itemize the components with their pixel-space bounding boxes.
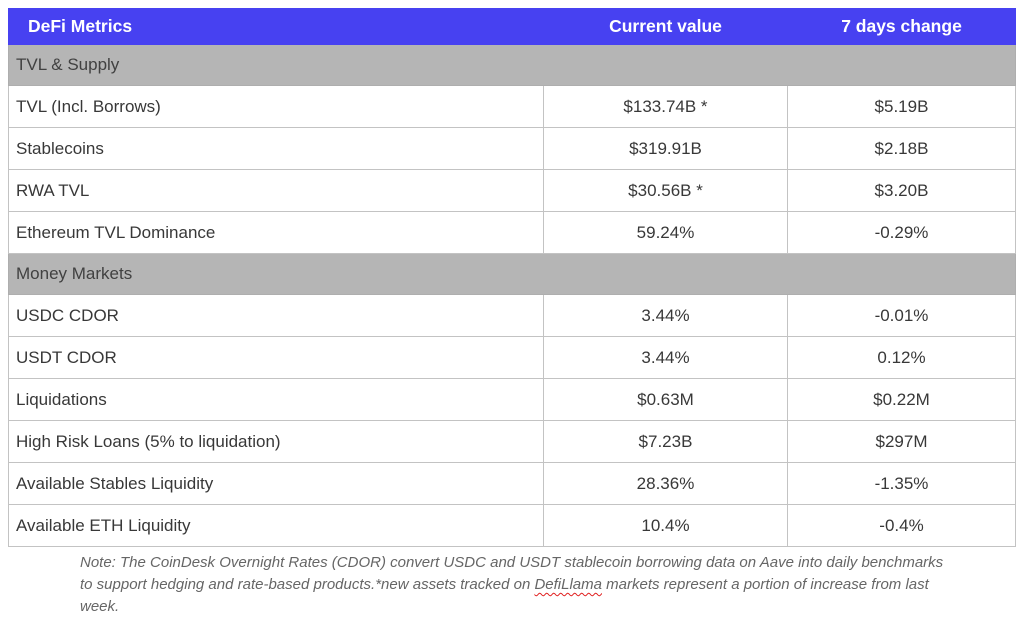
current-value-cell: 3.44%	[543, 294, 788, 337]
metric-label: Available ETH Liquidity	[8, 504, 544, 547]
current-value-cell: 28.36%	[543, 462, 788, 505]
current-value-cell: $30.56B *	[543, 169, 788, 212]
table-row: Liquidations $0.63M $0.22M	[8, 378, 1016, 421]
change-7d-cell: $3.20B	[787, 169, 1016, 212]
footnote-flagged-word: DefiLlama	[534, 576, 602, 593]
current-value-cell: 10.4%	[543, 504, 788, 547]
table-row: Ethereum TVL Dominance 59.24% -0.29%	[8, 211, 1016, 254]
table-row: USDT CDOR 3.44% 0.12%	[8, 336, 1016, 379]
table-header-row: DeFi Metrics Current value 7 days change	[8, 8, 1016, 45]
section-title: Money Markets	[8, 253, 1016, 295]
metric-label: USDC CDOR	[8, 294, 544, 337]
change-7d-cell: -1.35%	[787, 462, 1016, 505]
section-row-money-markets: Money Markets	[8, 253, 1016, 295]
change-7d-cell: $0.22M	[787, 378, 1016, 421]
column-header-current-value: Current value	[543, 8, 788, 45]
metric-label: USDT CDOR	[8, 336, 544, 379]
current-value-cell: $133.74B *	[543, 85, 788, 128]
current-value-cell: 59.24%	[543, 211, 788, 254]
metric-label: Ethereum TVL Dominance	[8, 211, 544, 254]
current-value-cell: $0.63M	[543, 378, 788, 421]
metric-label: RWA TVL	[8, 169, 544, 212]
metric-label: Liquidations	[8, 378, 544, 421]
metric-label: TVL (Incl. Borrows)	[8, 85, 544, 128]
current-value-cell: 3.44%	[543, 336, 788, 379]
change-7d-cell: -0.4%	[787, 504, 1016, 547]
column-header-metric: DeFi Metrics	[8, 8, 544, 45]
table-row: TVL (Incl. Borrows) $133.74B * $5.19B	[8, 85, 1016, 128]
change-7d-cell: 0.12%	[787, 336, 1016, 379]
current-value-cell: $7.23B	[543, 420, 788, 463]
change-7d-cell: -0.01%	[787, 294, 1016, 337]
table-row: USDC CDOR 3.44% -0.01%	[8, 294, 1016, 337]
metric-label: High Risk Loans (5% to liquidation)	[8, 420, 544, 463]
change-7d-cell: $297M	[787, 420, 1016, 463]
footnote: Note: The CoinDesk Overnight Rates (CDOR…	[80, 552, 944, 618]
change-7d-cell: -0.29%	[787, 211, 1016, 254]
current-value-cell: $319.91B	[543, 127, 788, 170]
metric-label: Stablecoins	[8, 127, 544, 170]
section-title: TVL & Supply	[8, 44, 1016, 86]
defi-metrics-table: DeFi Metrics Current value 7 days change…	[8, 8, 1016, 547]
metric-label: Available Stables Liquidity	[8, 462, 544, 505]
change-7d-cell: $2.18B	[787, 127, 1016, 170]
section-row-tvl-supply: TVL & Supply	[8, 44, 1016, 86]
change-7d-cell: $5.19B	[787, 85, 1016, 128]
footnote-text-after: markets represent a portion of increase …	[80, 576, 929, 615]
column-header-7-days-change: 7 days change	[787, 8, 1016, 45]
table-row: RWA TVL $30.56B * $3.20B	[8, 169, 1016, 212]
table-row: Available ETH Liquidity 10.4% -0.4%	[8, 504, 1016, 547]
table-row: Available Stables Liquidity 28.36% -1.35…	[8, 462, 1016, 505]
footnote-text-before: Note: The CoinDesk Overnight Rates (CDOR…	[80, 554, 944, 593]
table-row: High Risk Loans (5% to liquidation) $7.2…	[8, 420, 1016, 463]
table-row: Stablecoins $319.91B $2.18B	[8, 127, 1016, 170]
